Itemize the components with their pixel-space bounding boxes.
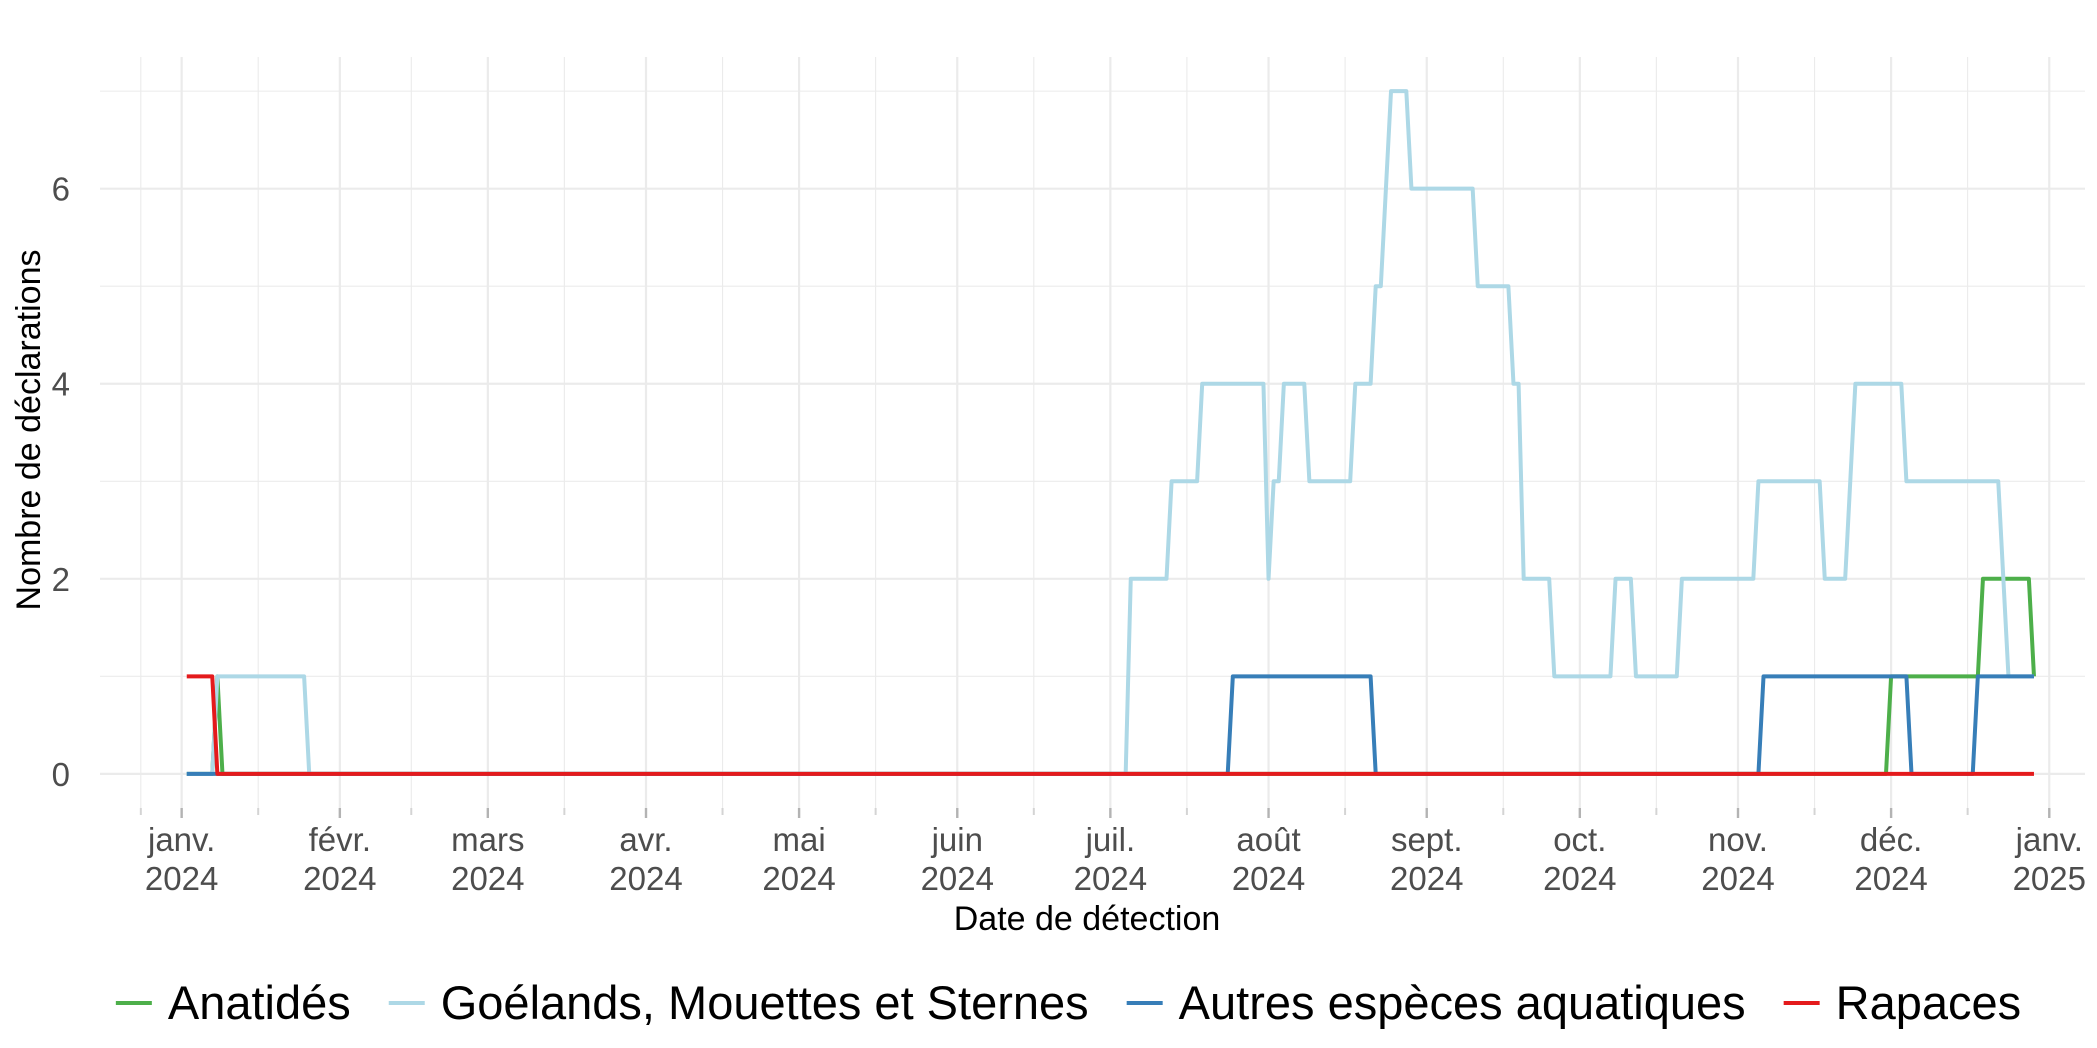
y-axis-title: Nombre de déclarations: [10, 250, 48, 611]
x-tick-label-year: 2024: [1232, 860, 1305, 897]
legend-label-4: Rapaces: [1836, 976, 2022, 1029]
x-tick-label-year: 2024: [1854, 860, 1927, 897]
legend-label-2: Goélands, Mouettes et Sternes: [441, 976, 1089, 1029]
x-tick-label-month: juin: [931, 821, 983, 858]
x-tick-label-year: 2024: [1701, 860, 1774, 897]
y-tick-label: 4: [52, 366, 70, 403]
x-tick-label-month: mai: [772, 821, 825, 858]
x-tick-label-month: sept.: [1391, 821, 1463, 858]
x-tick-label-year: 2024: [762, 860, 835, 897]
series-line-4: [186, 674, 2034, 776]
x-tick-label-month: juil.: [1085, 821, 1136, 858]
x-tick-label-year: 2024: [145, 860, 218, 897]
x-tick-label-month: mars: [451, 821, 524, 858]
x-tick-label-year: 2024: [609, 860, 682, 897]
x-axis-title: Date de détection: [954, 900, 1221, 938]
x-tick-label-month: nov.: [1708, 821, 1768, 858]
y-tick-label: 6: [52, 171, 70, 208]
series-line-3: [186, 674, 2034, 776]
y-tick-label: 0: [52, 756, 70, 793]
grid-layer: [100, 57, 2085, 808]
x-tick-label-year: 2024: [921, 860, 994, 897]
series-layer: [186, 89, 2036, 776]
tick-labels: 0246janv.2024févr.2024mars2024avr.2024ma…: [52, 171, 2086, 897]
x-tick-label-year: 2024: [1543, 860, 1616, 897]
x-tick-label-month: oct.: [1553, 821, 1606, 858]
x-tick-label-month: août: [1236, 821, 1300, 858]
series-line-2: [186, 89, 2034, 776]
x-tick-label-month: déc.: [1860, 821, 1922, 858]
legend-label-3: Autres espèces aquatiques: [1179, 976, 1746, 1029]
x-tick-label-month: avr.: [619, 821, 672, 858]
x-tick-label-year: 2024: [451, 860, 524, 897]
legend-label-1: Anatidés: [168, 976, 351, 1029]
legend: Anatidés Goélands, Mouettes et Sternes Aut…: [115, 976, 2022, 1029]
axis-ticks: [139, 808, 2051, 818]
x-tick-label-month: févr.: [309, 821, 371, 858]
x-tick-label-month: janv.: [147, 821, 215, 858]
x-tick-label-year: 2025: [2013, 860, 2086, 897]
x-tick-label-year: 2024: [1390, 860, 1463, 897]
x-tick-label-year: 2024: [1074, 860, 1147, 897]
x-tick-label-year: 2024: [303, 860, 376, 897]
y-tick-label: 2: [52, 561, 70, 598]
x-tick-label-month: janv.: [2015, 821, 2083, 858]
